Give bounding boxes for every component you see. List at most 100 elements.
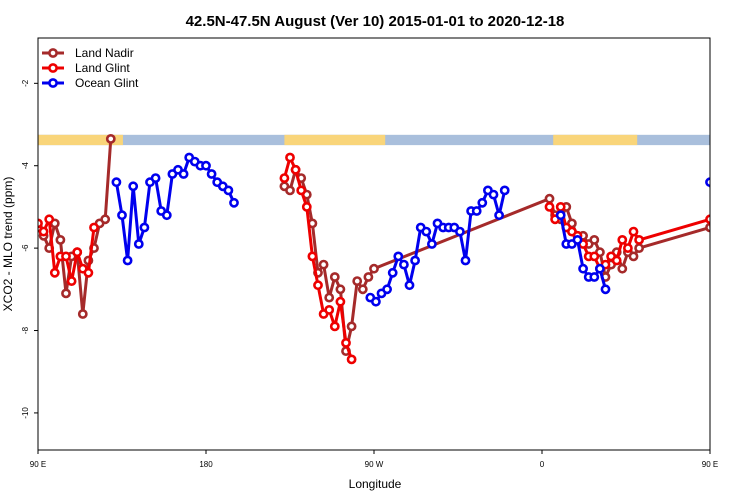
ocean-glint-point [494,210,504,221]
land-glint-point [307,251,318,262]
ocean-glint-point [206,169,217,179]
y-axis-label: XCO2 - MLO trend (ppm) [1,177,15,312]
ocean-glint-point [499,185,510,196]
ocean-glint-point [201,160,211,171]
ocean-glint-point [595,263,605,274]
ocean-glint-point [393,251,404,262]
land-glint-point [313,280,323,291]
legend-entry: Land Glint [75,61,130,75]
land-nadir-point [346,321,357,332]
ocean-glint-point [150,173,161,183]
land-nadir-point [105,133,116,144]
land-glint-point [589,251,600,262]
x-tick-label: 0 [540,460,545,469]
land-nadir-point [352,276,363,286]
legend-marker [48,63,58,73]
ocean-glint-point [410,255,420,266]
legend-entry: Ocean Glint [75,76,139,90]
land-nadir-point [634,243,644,253]
land-nadir-point [363,272,374,282]
land-glint-point [290,164,301,175]
ocean-glint-point [555,210,566,221]
ocean-glint-point [477,197,488,208]
ocean-glint-point [133,239,144,249]
land-glint-point [346,354,357,365]
land-nadir-point [705,222,710,233]
ocean-glint-point [128,181,139,192]
y-tick-label: -6 [21,244,30,252]
land-glint-point [324,304,335,315]
land-glint-point [72,247,83,258]
land-nadir-point [329,272,340,282]
land-nadir-point [77,309,88,319]
land-glint-point [544,201,555,212]
land-glint-point [279,173,290,183]
x-tick-label: 180 [199,460,213,469]
land-glint-point [83,267,94,278]
x-tick-label: 90 E [30,460,46,469]
land-glint-point [61,251,71,262]
legend-marker [48,78,58,88]
legend-entry: Land Nadir [75,46,134,60]
land-glint-point [66,276,77,286]
land-nadir-point [55,234,66,245]
land-nadir-point [369,263,379,274]
ocean-glint-point [421,226,432,237]
ocean-glint-point [600,284,611,295]
ocean-glint-point [488,189,499,200]
land-mask-segment [38,134,123,146]
land-glint-point [285,152,295,163]
land-glint-point [634,234,644,245]
chart-title: 42.5N-47.5N August (Ver 10) 2015-01-01 t… [186,13,565,30]
x-axis: 90 E 180 90 W 0 90 E [30,450,718,469]
ocean-glint-point [178,169,189,179]
y-tick-label: -8 [21,326,30,334]
plot-area [38,133,710,365]
y-tick-label: -4 [21,162,30,170]
land-glint-point [301,201,312,212]
ocean-glint-point [426,239,437,249]
land-glint-point [89,222,99,233]
ocean-glint-point [382,284,392,295]
ocean-glint-point [705,177,710,188]
land-nadir-point [544,193,555,204]
x-tick-label: 90 E [702,460,718,469]
land-glint-point [44,214,55,225]
ocean-glint-point [471,206,482,216]
land-glint-point [617,234,628,245]
land-nadir-point [617,263,628,274]
ocean-glint-point [161,210,172,221]
ocean-glint-point [117,210,127,221]
land-nadir-point [318,259,329,270]
ocean-glint-point [229,197,239,208]
land-nadir-point [285,185,295,196]
land-glint-point [335,296,346,307]
ocean-glint-point [387,267,398,278]
ocean-glint-point [404,280,415,291]
ocean-glint-point [111,177,122,188]
ocean-glint-point [572,234,583,245]
ocean-glint-point [460,255,471,266]
ocean-glint-point [370,296,381,307]
x-axis-label: Longitude [349,477,402,491]
ocean-glint-point [122,255,133,266]
land-glint-point [611,255,622,266]
land-nadir-point [357,284,368,295]
land-glint-point [296,185,307,196]
land-glint-point [705,214,710,225]
land-glint-point [329,321,340,332]
ocean-glint-point [398,259,409,270]
land-nadir-point [589,234,600,245]
land-nadir-point [61,288,71,299]
ocean-glint-point [139,222,150,233]
x-tick-label: 90 W [365,460,384,469]
ocean-glint-point [578,263,588,274]
land-nadir-point [324,292,335,303]
land-mask-segment [553,134,638,146]
land-nadir-point [628,251,639,262]
land-nadir-line [283,168,710,353]
y-tick-label: -10 [21,407,30,419]
land-glint-point [628,226,639,237]
